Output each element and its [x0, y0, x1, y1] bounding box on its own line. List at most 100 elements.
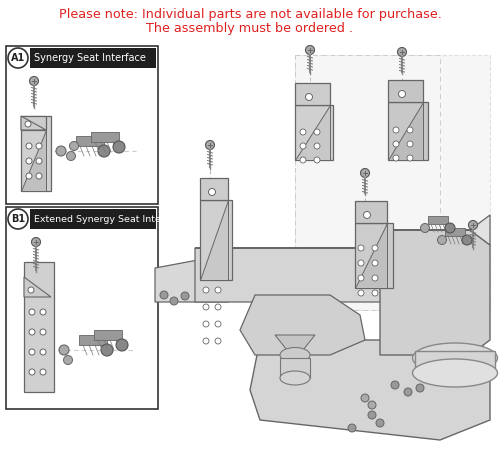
Text: The assembly must be ordered .: The assembly must be ordered .	[146, 22, 354, 35]
Circle shape	[376, 419, 384, 427]
Polygon shape	[295, 105, 330, 160]
Polygon shape	[195, 248, 430, 302]
Ellipse shape	[412, 359, 498, 387]
Circle shape	[206, 140, 214, 149]
Text: Extened Synergy Seat Interface: Extened Synergy Seat Interface	[34, 215, 185, 223]
Circle shape	[407, 155, 413, 161]
Circle shape	[358, 260, 364, 266]
Text: A1: A1	[11, 53, 25, 63]
Polygon shape	[390, 330, 480, 395]
Circle shape	[30, 77, 38, 86]
Circle shape	[29, 369, 35, 375]
Circle shape	[391, 381, 399, 389]
Circle shape	[26, 143, 32, 149]
Circle shape	[8, 48, 28, 68]
Bar	[76, 136, 104, 146]
Bar	[355, 223, 393, 288]
Circle shape	[314, 129, 320, 135]
Polygon shape	[24, 277, 51, 297]
Circle shape	[398, 48, 406, 57]
Circle shape	[203, 287, 209, 293]
Circle shape	[98, 145, 110, 157]
Bar	[355, 201, 387, 223]
Circle shape	[306, 93, 312, 101]
Text: B1: B1	[11, 214, 25, 224]
Ellipse shape	[280, 371, 310, 385]
Circle shape	[348, 424, 356, 432]
Circle shape	[40, 329, 46, 335]
Circle shape	[29, 309, 35, 315]
Circle shape	[29, 349, 35, 355]
Polygon shape	[388, 102, 423, 160]
Bar	[24, 262, 54, 392]
Circle shape	[26, 158, 32, 164]
Polygon shape	[275, 335, 315, 360]
Polygon shape	[250, 340, 490, 440]
Circle shape	[26, 173, 32, 179]
Circle shape	[8, 209, 28, 229]
Circle shape	[372, 260, 378, 266]
Polygon shape	[240, 295, 365, 355]
Circle shape	[36, 158, 42, 164]
Bar	[200, 178, 228, 200]
Circle shape	[215, 338, 221, 344]
Bar	[295, 83, 330, 105]
Circle shape	[25, 121, 31, 127]
Bar	[200, 200, 232, 280]
Circle shape	[393, 141, 399, 147]
Polygon shape	[200, 200, 228, 280]
Circle shape	[29, 329, 35, 335]
Circle shape	[215, 321, 221, 327]
Circle shape	[300, 143, 306, 149]
Bar	[21, 116, 46, 130]
Circle shape	[70, 141, 78, 150]
Polygon shape	[355, 223, 387, 288]
Circle shape	[116, 339, 128, 351]
Circle shape	[438, 236, 446, 245]
Circle shape	[66, 151, 76, 160]
Circle shape	[208, 188, 216, 196]
Circle shape	[64, 356, 72, 365]
Circle shape	[300, 129, 306, 135]
Circle shape	[372, 245, 378, 251]
Bar	[79, 335, 107, 345]
Circle shape	[32, 237, 40, 246]
Polygon shape	[21, 116, 46, 130]
Circle shape	[215, 304, 221, 310]
Circle shape	[393, 127, 399, 133]
Polygon shape	[295, 55, 490, 310]
Bar	[295, 105, 333, 160]
Circle shape	[40, 349, 46, 355]
Bar	[94, 330, 122, 340]
Polygon shape	[380, 215, 490, 245]
Circle shape	[398, 91, 406, 97]
Circle shape	[170, 297, 178, 305]
Bar	[388, 80, 423, 102]
Circle shape	[468, 221, 477, 230]
Circle shape	[314, 143, 320, 149]
Circle shape	[160, 291, 168, 299]
Circle shape	[306, 45, 314, 54]
Circle shape	[40, 369, 46, 375]
Circle shape	[462, 235, 472, 245]
Circle shape	[360, 169, 370, 178]
Bar	[280, 358, 310, 378]
Polygon shape	[380, 230, 490, 355]
Circle shape	[368, 411, 376, 419]
Circle shape	[314, 157, 320, 163]
Circle shape	[407, 127, 413, 133]
Circle shape	[420, 223, 430, 232]
Bar	[415, 351, 495, 373]
Circle shape	[358, 275, 364, 281]
Circle shape	[113, 141, 125, 153]
Ellipse shape	[280, 347, 310, 362]
Bar	[6, 207, 158, 409]
Circle shape	[40, 309, 46, 315]
Circle shape	[368, 401, 376, 409]
Circle shape	[358, 290, 364, 296]
Circle shape	[407, 141, 413, 147]
Bar	[91, 132, 119, 142]
Circle shape	[372, 290, 378, 296]
Bar	[388, 102, 428, 160]
Ellipse shape	[412, 343, 498, 373]
